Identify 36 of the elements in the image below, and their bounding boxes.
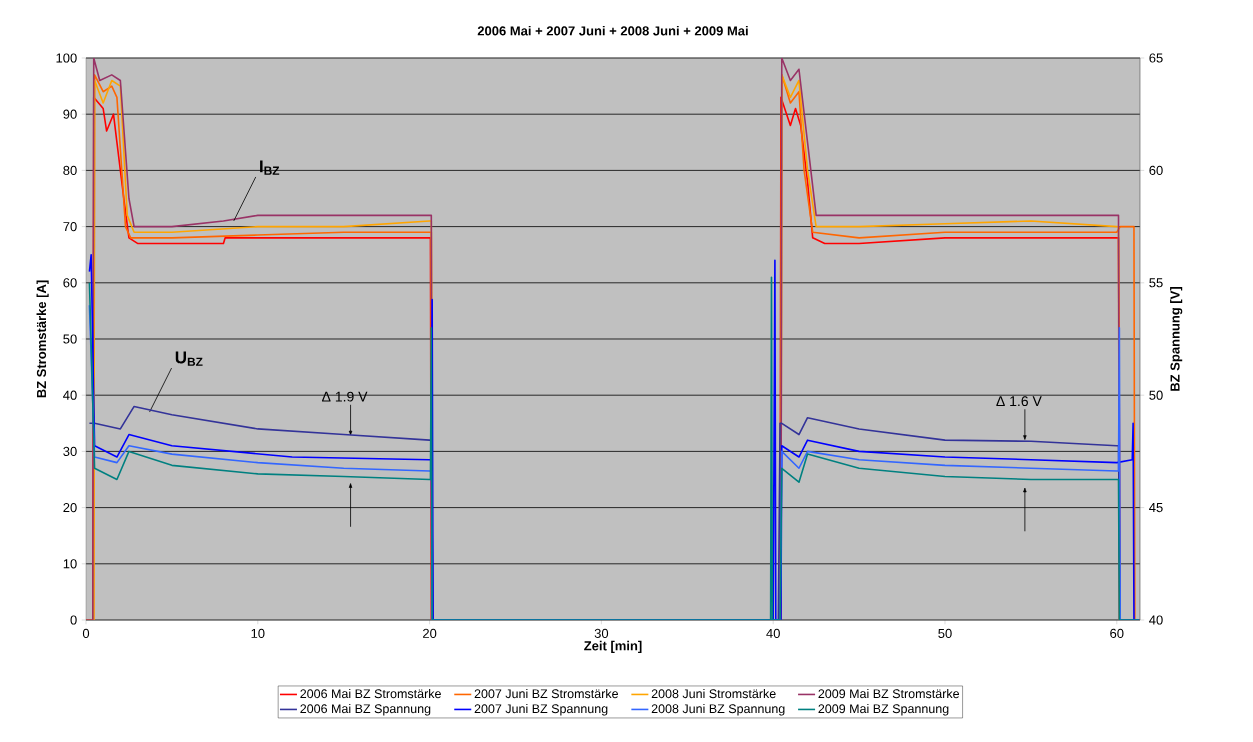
y2-tick-label: 50 <box>1149 390 1163 400</box>
x-tick-label: 10 <box>251 628 265 638</box>
y-tick-label: 50 <box>63 334 77 344</box>
legend-label: 2006 Mai BZ Spannung <box>300 703 431 716</box>
y-tick-label: 40 <box>63 390 77 400</box>
x-tick-label: 0 <box>82 628 90 638</box>
y-tick-label: 0 <box>70 615 77 625</box>
legend-label: 2009 Mai BZ Spannung <box>818 703 949 716</box>
legend-label: 2007 Juni BZ Stromstärke <box>474 688 618 699</box>
y2-tick-label: 55 <box>1149 278 1163 288</box>
y-tick-label: 20 <box>63 502 77 513</box>
y2-tick-label: 65 <box>1149 53 1163 63</box>
y-tick-label: 10 <box>63 559 77 569</box>
y2-tick-label: 45 <box>1149 503 1163 513</box>
legend-label: 2006 Mai BZ Stromstärke <box>300 688 441 699</box>
y-tick-label: 100 <box>56 53 77 63</box>
y-tick-label: 80 <box>63 165 77 175</box>
legend-label: 2008 Juni BZ Spannung <box>651 703 785 716</box>
x-tick-label: 20 <box>423 628 437 638</box>
x-axis-title: Zeit [min] <box>584 640 642 653</box>
y-tick-label: 70 <box>63 221 77 232</box>
x-tick-label: 60 <box>1110 628 1124 638</box>
legend-label: 2008 Juni Stromstärke <box>651 688 776 699</box>
legend-label: 2009 Mai BZ Stromstärke <box>818 688 960 699</box>
x-tick-label: 30 <box>594 628 609 638</box>
x-tick-label: 40 <box>766 628 780 638</box>
y2-axis-title: BZ Spannung [V] <box>1170 287 1183 391</box>
legend-label: 2007 Juni BZ Spannung <box>474 703 608 716</box>
y-axis-title: BZ Stromstärke [A] <box>36 280 49 398</box>
y-tick-label: 90 <box>63 109 77 119</box>
y-tick-label: 30 <box>63 446 77 456</box>
x-tick-label: 50 <box>938 628 952 638</box>
y2-tick-label: 60 <box>1149 165 1163 175</box>
y-tick-label: 60 <box>63 278 77 288</box>
chart-title: 2006 Mai + 2007 Juni + 2008 Juni + 2009 Mai <box>477 25 748 36</box>
y2-tick-label: 40 <box>1149 615 1163 625</box>
